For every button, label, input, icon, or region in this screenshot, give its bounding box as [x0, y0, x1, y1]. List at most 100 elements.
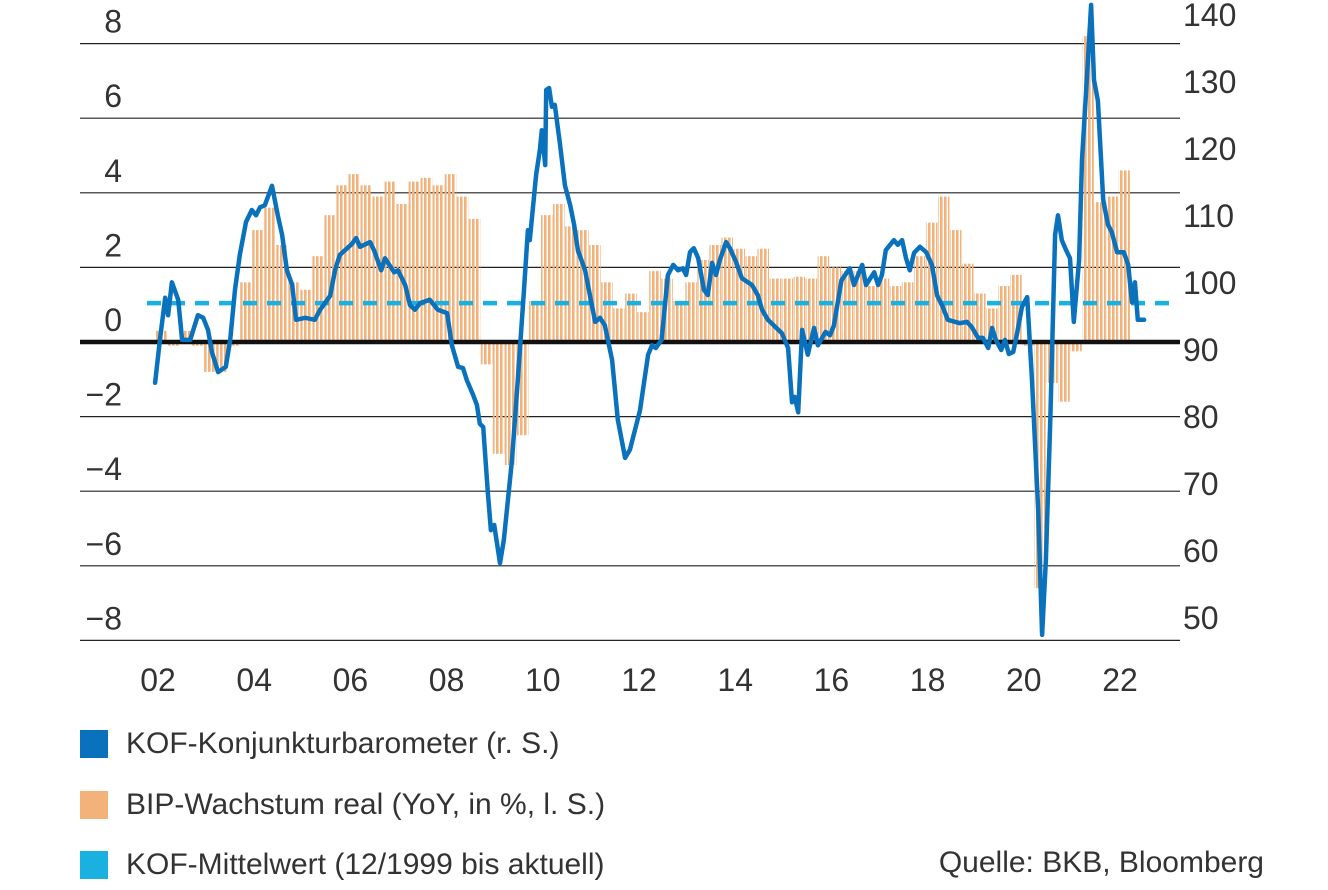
x-tick-label: 04	[236, 662, 272, 698]
legend-swatch-kof	[80, 730, 108, 758]
gdp-bar	[589, 245, 601, 342]
gdp-bar	[204, 342, 216, 372]
left-tick-label: −6	[86, 526, 122, 562]
gdp-bar	[601, 282, 613, 342]
right-tick-label: 50	[1183, 600, 1219, 636]
gdp-bar	[420, 177, 433, 342]
gdp-bar	[324, 215, 336, 342]
x-tick-label: 02	[140, 662, 176, 698]
left-tick-label: 2	[104, 227, 122, 263]
gdp-bar	[781, 278, 794, 342]
gdp-bar	[757, 248, 769, 342]
gdp-bar	[625, 293, 637, 342]
right-tick-label: 100	[1183, 265, 1236, 301]
gdp-bar	[1106, 196, 1118, 342]
x-tick-label: 06	[333, 662, 369, 698]
left-tick-label: −2	[86, 377, 122, 413]
gdp-bar	[841, 271, 854, 342]
gdp-bar	[360, 185, 373, 342]
gdp-bar	[721, 237, 733, 342]
right-tick-label: 70	[1183, 466, 1219, 502]
gdp-bar	[180, 330, 192, 342]
gdp-bar	[552, 203, 565, 342]
left-tick-label: −8	[86, 600, 122, 636]
gdp-bar	[252, 230, 264, 342]
gdp-bar	[949, 230, 962, 342]
gdp-bar	[649, 271, 661, 342]
gdp-bar	[745, 256, 757, 342]
gdp-bar	[637, 312, 649, 342]
gdp-bar	[865, 286, 878, 342]
gdp-bar	[456, 196, 469, 342]
gdp-bar	[408, 181, 421, 342]
gdp-bar	[793, 276, 806, 342]
right-tick-label: 130	[1183, 64, 1236, 100]
gdp-bar	[805, 278, 818, 342]
right-tick-label: 110	[1183, 198, 1234, 234]
legend-swatch-bip	[80, 791, 108, 819]
left-tick-label: 8	[104, 4, 122, 40]
gdp-bar	[216, 342, 228, 372]
right-tick-label: 140	[1183, 0, 1236, 33]
x-tick-label: 12	[621, 662, 657, 698]
gdp-bar	[853, 271, 866, 342]
x-tick-label: 10	[525, 662, 561, 698]
gdp-bar	[432, 185, 445, 342]
right-tick-label: 90	[1183, 332, 1219, 368]
gdp-bar	[1094, 202, 1106, 342]
gdp-bar	[312, 256, 324, 342]
x-tick-label: 14	[717, 662, 753, 698]
right-tick-label: 60	[1183, 533, 1219, 569]
gdp-bar	[492, 342, 505, 454]
x-tick-label: 20	[1006, 662, 1042, 698]
gdp-bar	[516, 342, 529, 436]
left-tick-label: 0	[104, 302, 122, 338]
gdp-bar	[709, 245, 721, 342]
gdp-bar	[384, 181, 397, 342]
legend-label-kof: KOF-Konjunkturbarometer (r. S.)	[126, 727, 560, 760]
gdp-bar	[769, 278, 782, 342]
gdp-bar	[1070, 342, 1082, 352]
legend-label-mean: KOF-Mittelwert (12/1999 bis aktuell)	[126, 848, 605, 881]
legend-item-mean: KOF-Mittelwert (12/1999 bis aktuell)	[80, 848, 605, 882]
gdp-bar	[565, 226, 577, 342]
gdp-bar	[877, 278, 890, 342]
gdp-bar	[613, 308, 625, 342]
gdp-bar	[480, 342, 493, 365]
gdp-bar	[264, 207, 276, 342]
gdp-bar	[998, 286, 1010, 342]
legend-swatch-mean	[80, 851, 108, 879]
gdp-bar	[240, 282, 252, 342]
source-note: Quelle: BKB, Bloomberg	[938, 846, 1264, 879]
gdp-bar	[733, 248, 745, 342]
gdp-bar	[396, 203, 409, 342]
gdp-bar	[1034, 342, 1046, 589]
gdp-bar	[817, 256, 830, 342]
left-tick-label: 6	[104, 78, 122, 114]
gdp-bar	[1058, 342, 1070, 402]
gdp-bar	[504, 342, 517, 466]
legend-item-bip: BIP-Wachstum real (YoY, in %, l. S.)	[80, 788, 605, 822]
legend-item-kof: KOF-Konjunkturbarometer (r. S.)	[80, 727, 559, 761]
x-tick-label: 08	[429, 662, 465, 698]
gdp-bar	[661, 278, 673, 342]
x-tick-label: 22	[1102, 662, 1138, 698]
right-tick-label: 120	[1183, 131, 1236, 167]
gdp-bar	[937, 196, 950, 342]
x-tick-label: 16	[814, 662, 850, 698]
gdp-bar	[986, 308, 998, 342]
gdp-bar	[1010, 274, 1022, 342]
gdp-bar	[889, 286, 902, 342]
kof-line	[152, 2, 1147, 638]
gdp-bar	[336, 185, 348, 342]
gdp-bar	[974, 293, 986, 342]
gdp-bar	[673, 300, 685, 342]
gdp-bar	[925, 222, 938, 342]
gdp-bar	[1082, 36, 1094, 342]
gdp-bar	[348, 174, 360, 342]
gdp-bar	[685, 282, 697, 342]
gdp-bar	[276, 245, 288, 342]
gdp-bar	[540, 215, 553, 342]
left-tick-label: −4	[86, 451, 122, 487]
